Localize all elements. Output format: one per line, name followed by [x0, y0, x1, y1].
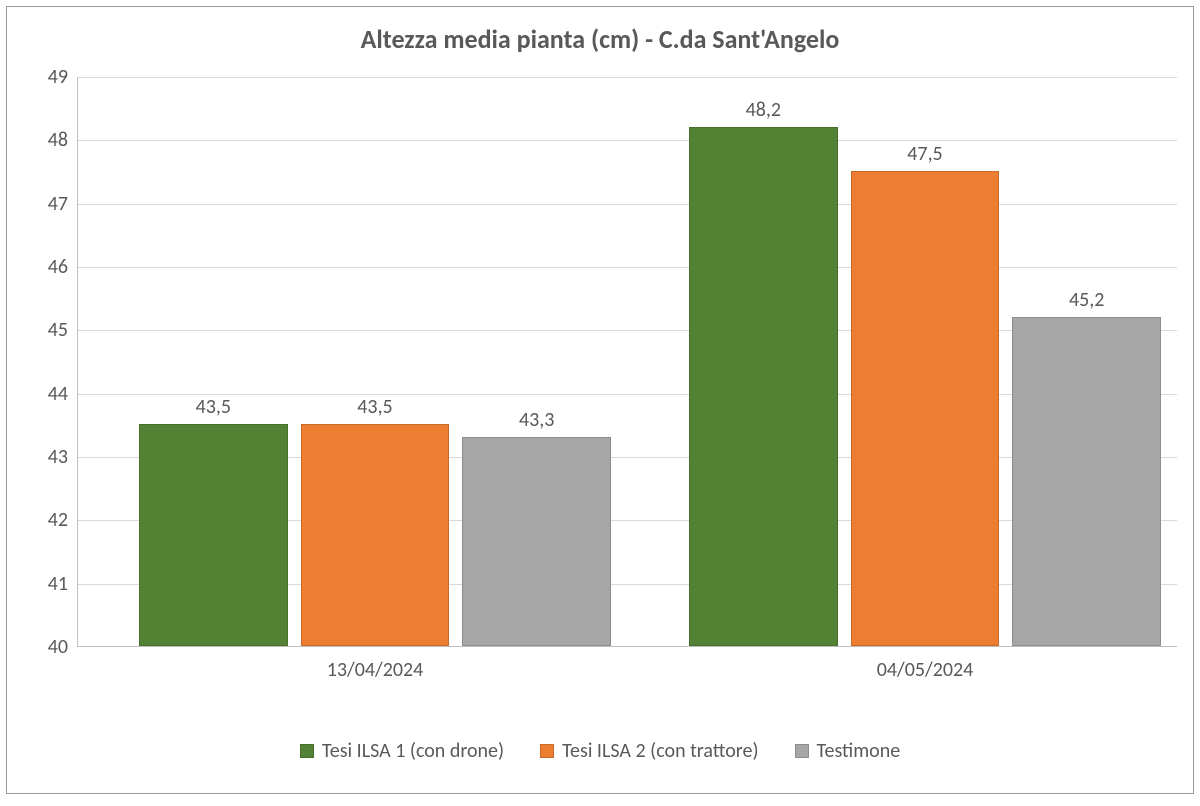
y-tick-label: 49 [48, 65, 78, 89]
plot-area: 4041424344454647484943,543,543,313/04/20… [77, 77, 1177, 647]
y-tick-label: 48 [48, 128, 78, 152]
y-tick-label: 42 [48, 508, 78, 532]
bar [139, 424, 288, 646]
bar [1012, 317, 1161, 646]
gridline [78, 77, 1177, 78]
gridline [78, 204, 1177, 205]
bar [462, 437, 611, 646]
y-tick-label: 46 [48, 255, 78, 279]
bar-value-label: 48,2 [746, 98, 781, 122]
bar-value-label: 47,5 [907, 142, 942, 166]
y-tick-label: 40 [48, 635, 78, 659]
chart-container: Altezza media pianta (cm) - C.da Sant'An… [6, 6, 1194, 794]
y-tick-label: 44 [48, 382, 78, 406]
legend-swatch [795, 744, 809, 758]
legend-item: Tesi ILSA 1 (con drone) [300, 739, 504, 763]
y-tick-label: 47 [48, 192, 78, 216]
bar-value-label: 43,3 [519, 408, 554, 432]
y-tick-label: 43 [48, 445, 78, 469]
chart-title: Altezza media pianta (cm) - C.da Sant'An… [7, 7, 1193, 55]
x-tick-label: 04/05/2024 [877, 646, 974, 682]
legend-item: Tesi ILSA 2 (con trattore) [540, 739, 758, 763]
y-tick-label: 45 [48, 318, 78, 342]
bar [689, 127, 838, 646]
legend-label: Tesi ILSA 1 (con drone) [322, 739, 504, 763]
bar-value-label: 45,2 [1069, 288, 1104, 312]
bar-value-label: 43,5 [196, 395, 231, 419]
legend-swatch [540, 744, 554, 758]
bar [301, 424, 450, 646]
legend: Tesi ILSA 1 (con drone) Tesi ILSA 2 (con … [7, 739, 1193, 763]
x-tick-label: 13/04/2024 [327, 646, 424, 682]
bar [851, 171, 1000, 646]
gridline [78, 267, 1177, 268]
gridline [78, 140, 1177, 141]
bar-value-label: 43,5 [357, 395, 392, 419]
legend-label: Testimone [817, 739, 901, 763]
legend-item: Testimone [795, 739, 901, 763]
y-tick-label: 41 [48, 572, 78, 596]
legend-swatch [300, 744, 314, 758]
legend-label: Tesi ILSA 2 (con trattore) [562, 739, 758, 763]
